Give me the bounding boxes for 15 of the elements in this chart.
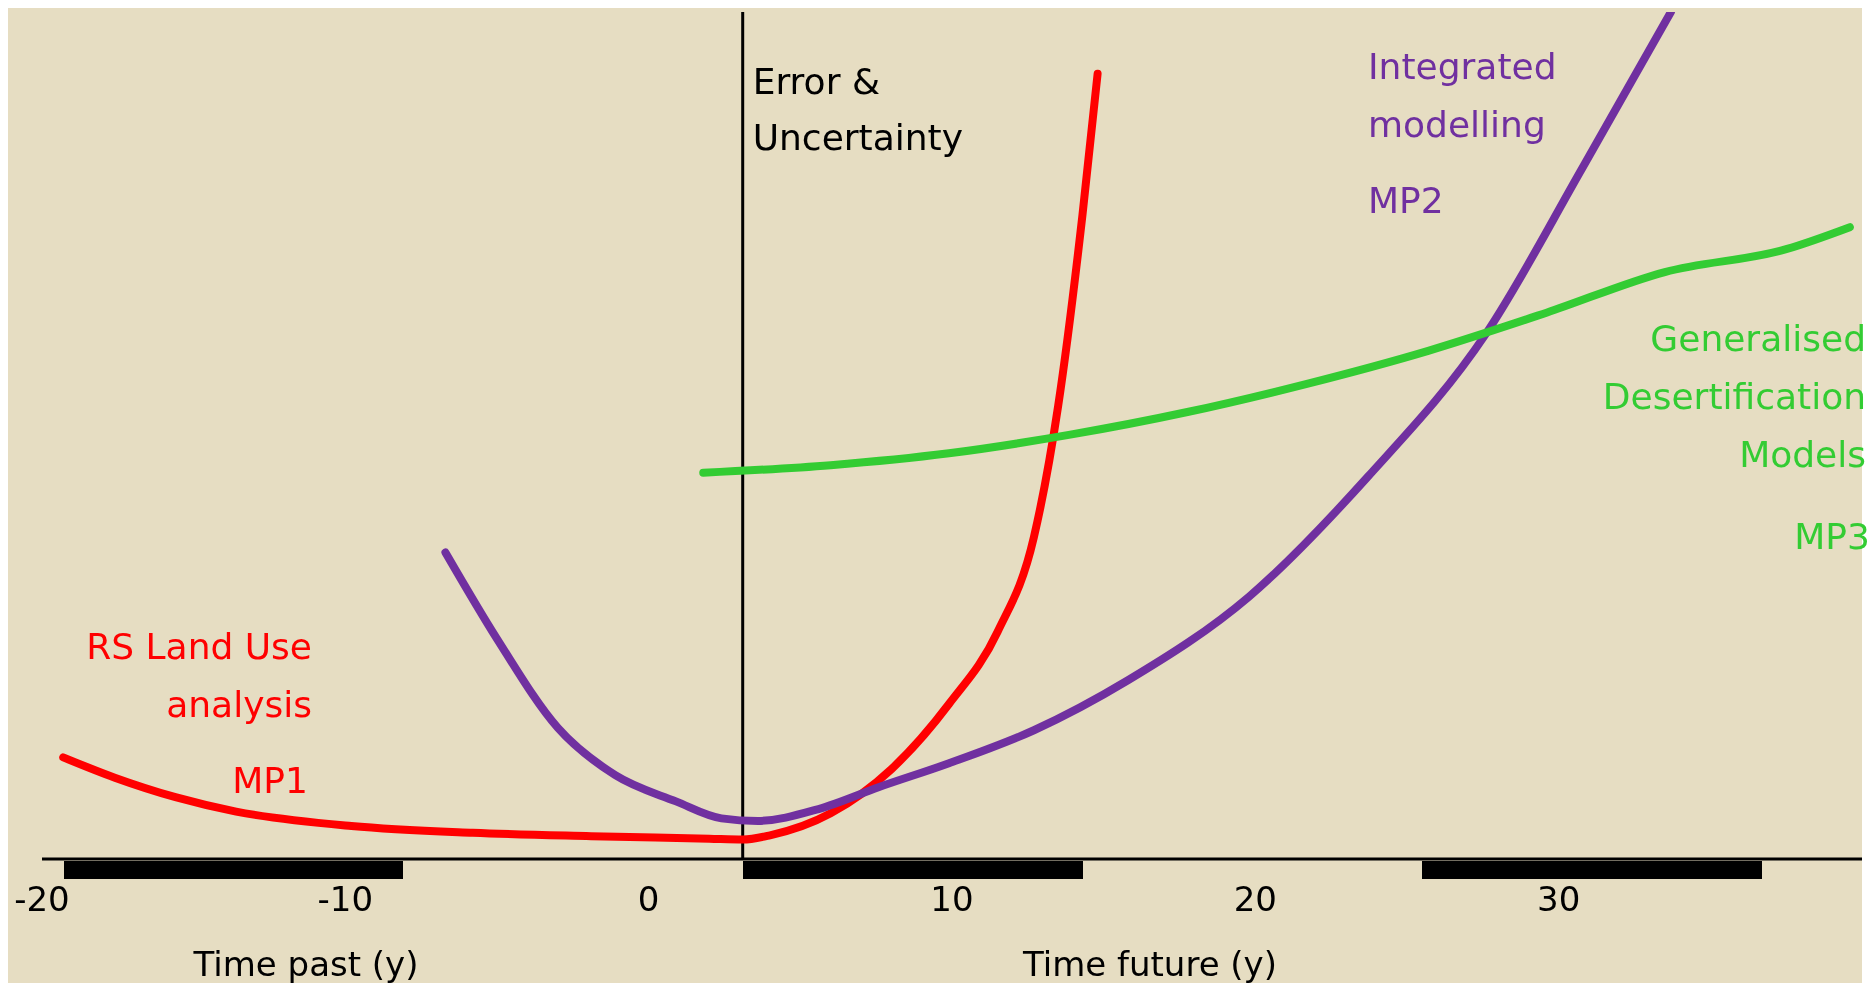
series-label: RS Land Use analysis <box>85 625 312 727</box>
annotation: MP1 <box>232 760 308 801</box>
x-tick-label: 0 <box>637 879 660 920</box>
x-tick-label: 10 <box>930 879 974 920</box>
text: Time past (y) <box>193 944 419 984</box>
x-tick-label: -20 <box>14 879 70 920</box>
x-tick-label: -10 <box>317 879 374 920</box>
annotation: MP2 <box>1368 180 1444 221</box>
x-tick-label: 30 <box>1537 879 1581 920</box>
x-tick-label: 20 <box>1233 879 1277 920</box>
series-label: Integrated modelling <box>1368 45 1558 147</box>
annotation: MP3 <box>1794 516 1870 557</box>
series-label: Generalised Desertification Models <box>1601 317 1866 477</box>
ref-line-label: Error & Uncertainty <box>752 60 964 160</box>
text: Time future (y) <box>1022 944 1278 984</box>
